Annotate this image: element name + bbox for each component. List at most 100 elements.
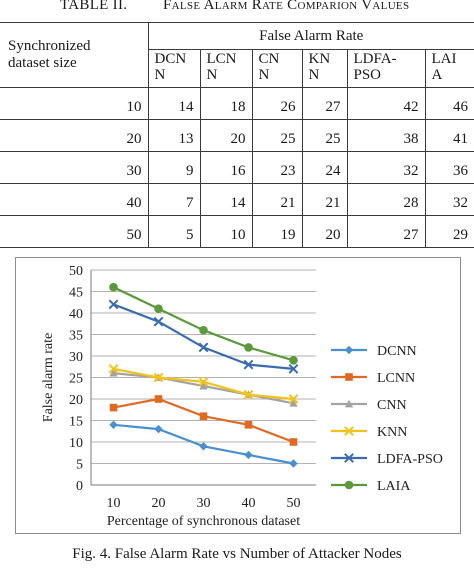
data-point xyxy=(288,394,299,404)
value-cell: 29 xyxy=(424,215,474,248)
size-cell: 40 xyxy=(0,183,149,216)
data-point xyxy=(109,282,118,292)
x-axis-label: Percentage of synchronous dataset xyxy=(107,514,300,529)
value-cell: 21 xyxy=(301,183,348,216)
value-cell: 14 xyxy=(147,87,201,120)
table-number: TABLE II. xyxy=(60,0,128,13)
y-tick-label: 35 xyxy=(69,329,83,344)
data-point xyxy=(199,381,208,390)
size-cell: 20 xyxy=(0,119,149,152)
legend-label: CNN xyxy=(377,398,407,413)
x-tick-label: 10 xyxy=(107,496,121,511)
y-tick-label: 25 xyxy=(69,372,83,387)
y-tick-label: 15 xyxy=(69,415,83,430)
x-tick-label: 30 xyxy=(197,496,211,511)
data-point xyxy=(243,389,254,400)
value-cell: 42 xyxy=(346,87,426,120)
value-cell: 26 xyxy=(251,87,303,120)
row-header: Synchronized dataset size xyxy=(0,22,149,88)
value-cell: 23 xyxy=(251,151,303,184)
data-point xyxy=(288,363,299,374)
y-tick-label: 50 xyxy=(69,264,83,279)
value-cell: 9 xyxy=(147,151,201,184)
data-point xyxy=(244,343,253,352)
value-cell: 27 xyxy=(301,87,348,120)
data-point xyxy=(154,395,163,403)
value-cell: 32 xyxy=(346,151,426,184)
data-point xyxy=(199,442,208,451)
data-point xyxy=(244,421,253,429)
table-caption: False Alarm Rate Comparion Values xyxy=(163,0,410,13)
value-cell: 41 xyxy=(424,119,474,152)
y-tick-label: 40 xyxy=(69,307,83,322)
value-cell: 14 xyxy=(199,183,253,216)
column-header: DCN N xyxy=(147,49,201,88)
data-point xyxy=(108,363,119,374)
false-alarm-table: Synchronized dataset size False Alarm Ra… xyxy=(0,22,474,248)
value-cell: 25 xyxy=(301,119,348,152)
data-point xyxy=(199,325,208,335)
data-point xyxy=(154,304,163,313)
value-cell: 13 xyxy=(147,119,201,152)
column-header-row: DCN N LCN N CN N KN N LDFA- PSO LAI A xyxy=(0,49,474,88)
value-cell: 21 xyxy=(251,183,303,216)
size-cell: 50 xyxy=(0,215,149,248)
y-tick-label: 45 xyxy=(69,286,83,301)
value-cell: 46 xyxy=(424,87,474,120)
value-cell: 27 xyxy=(346,215,426,248)
series-line xyxy=(113,303,294,370)
y-tick-label: 20 xyxy=(69,393,83,408)
size-cell: 30 xyxy=(0,151,149,184)
legend-marker xyxy=(344,345,354,355)
value-cell: 32 xyxy=(424,183,474,216)
data-point xyxy=(108,299,119,310)
data-point xyxy=(243,359,254,370)
legend-marker xyxy=(344,480,354,490)
data-point xyxy=(153,372,164,383)
group-header: False Alarm Rate xyxy=(147,22,474,50)
data-point xyxy=(199,412,208,420)
data-point xyxy=(244,450,253,460)
data-point xyxy=(109,420,118,429)
line-chart: 0 5 10 15 20 25 30 35 40 45 50 10 20 30 40 50 Percentage… xyxy=(41,264,443,529)
table-row: 30 9 16 23 24 32 36 xyxy=(0,151,474,184)
legend-marker xyxy=(345,373,353,381)
column-header: LDFA- PSO xyxy=(346,49,426,88)
column-header: KN N xyxy=(301,49,348,88)
y-tick-label: 10 xyxy=(69,436,83,451)
legend-label: LAIA xyxy=(377,479,411,494)
column-header: LAI A xyxy=(424,49,474,88)
data-point xyxy=(289,399,298,407)
value-cell: 19 xyxy=(251,215,303,248)
value-cell: 5 xyxy=(147,215,201,248)
chart-frame: 0 5 10 15 20 25 30 35 40 45 50 10 20 30 40 50 Percentage… xyxy=(15,257,461,534)
data-point xyxy=(154,424,163,434)
y-axis-label: False alarm rate xyxy=(41,333,56,422)
size-cell: 10 xyxy=(0,87,149,120)
value-cell: 10 xyxy=(199,215,253,248)
data-point xyxy=(109,369,118,377)
y-tick-label: 0 xyxy=(76,479,83,494)
data-point xyxy=(153,316,164,327)
column-header: LCN N xyxy=(199,49,253,88)
value-cell: 25 xyxy=(251,119,303,152)
legend-marker xyxy=(344,453,354,463)
data-point xyxy=(289,438,298,446)
value-cell: 24 xyxy=(301,151,348,184)
legend-label: LDFA-PSO xyxy=(377,452,443,467)
x-tick-label: 20 xyxy=(152,496,166,511)
data-point xyxy=(289,459,298,468)
legend-marker xyxy=(344,426,354,436)
legend-marker xyxy=(344,399,354,408)
data-point xyxy=(198,342,209,353)
legend-label: KNN xyxy=(377,425,407,440)
table-row: 10 14 18 26 27 42 46 xyxy=(0,87,474,120)
value-cell: 7 xyxy=(147,183,201,216)
x-tick-label: 40 xyxy=(242,496,256,511)
series-line xyxy=(113,286,294,362)
value-cell: 20 xyxy=(301,215,348,248)
value-cell: 36 xyxy=(424,151,474,184)
data-point xyxy=(198,376,209,387)
figure-caption: Fig. 4. False Alarm Rate vs Number of At… xyxy=(72,546,402,562)
legend-label: DCNN xyxy=(377,344,417,359)
